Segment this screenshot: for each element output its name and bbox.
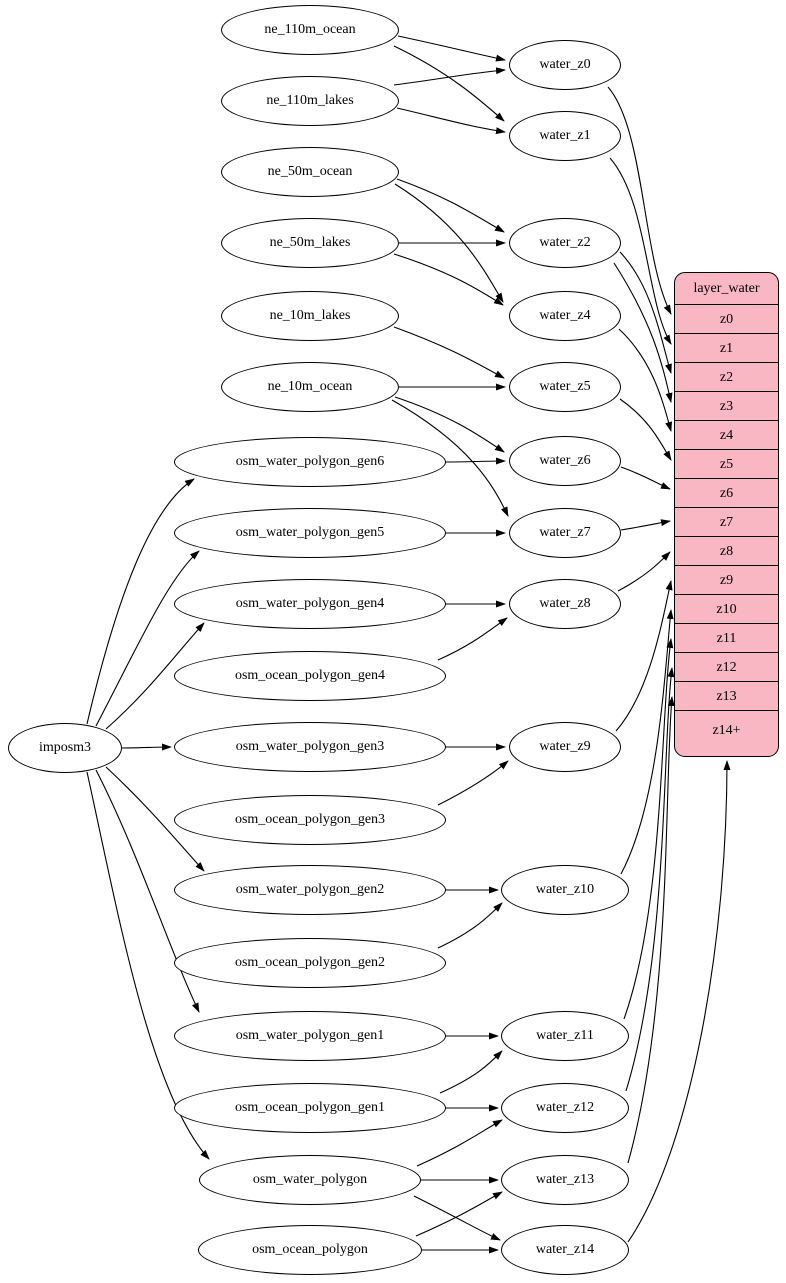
- node-ne-10m-lakes: ne_10m_lakes: [221, 291, 399, 341]
- record-layer-water: layer_water z0 z1 z2 z3 z4 z5 z6 z7 z8 z…: [674, 272, 779, 757]
- node-ne-10m-ocean: ne_10m_ocean: [221, 362, 399, 412]
- edge-ne-110m-ocean-water-z0: [397, 35, 506, 62]
- node-ne-110m-lakes: ne_110m_lakes: [221, 76, 399, 126]
- record-row-z10: z10: [675, 594, 778, 623]
- edge-ne-110m-ocean-water-z1: [393, 45, 505, 122]
- node-osm-ocean-polygon-gen2: osm_ocean_polygon_gen2: [174, 938, 446, 988]
- edge-water-z1-row-z1: [609, 157, 672, 345]
- edge-osm-ocean-polygon-water-z13: [415, 1191, 503, 1237]
- edge-ne-50m-lakes-water-z4: [393, 253, 504, 306]
- record-row-z14plus: z14+: [675, 710, 778, 756]
- edge-imposm3-osm-water-polygon-gen2: [105, 766, 205, 872]
- edge-water-z8-row-z8: [617, 551, 671, 592]
- record-title: layer_water: [693, 281, 760, 296]
- edge-imposm3-osm-water-polygon: [86, 771, 210, 1160]
- record-row-z9: z9: [675, 565, 778, 594]
- node-osm-ocean-polygon: osm_ocean_polygon: [198, 1225, 422, 1275]
- node-water-z13: water_z13: [501, 1155, 629, 1205]
- edge-water-z13-row-z13: [627, 696, 675, 1164]
- edge-ne-110m-lakes-water-z0: [393, 67, 506, 86]
- node-water-z9: water_z9: [509, 722, 621, 772]
- node-osm-ocean-polygon-gen4: osm_ocean_polygon_gen4: [174, 651, 446, 701]
- edge-osm-ocean-polygon-gen1-water-z11: [439, 1050, 503, 1094]
- node-water-z5: water_z5: [509, 362, 621, 412]
- edge-ne-10m-ocean-water-z7: [391, 399, 509, 517]
- record-row-z5: z5: [675, 449, 778, 478]
- edge-water-z14-row-z14plus: [627, 760, 731, 1243]
- edge-imposm3-osm-water-polygon-gen6: [86, 478, 195, 725]
- node-water-z11: water_z11: [501, 1011, 629, 1061]
- edge-osm-ocean-polygon-gen4-water-z8: [437, 617, 508, 661]
- edge-osm-water-polygon-water-z14: [413, 1195, 501, 1241]
- edge-water-z5-row-z5: [619, 398, 672, 461]
- record-row-z13: z13: [675, 681, 778, 710]
- edge-ne-50m-ocean-water-z4: [394, 183, 504, 303]
- edge-water-z7-row-z7: [620, 519, 671, 531]
- record-row-z6: z6: [675, 478, 778, 507]
- node-water-z8: water_z8: [509, 579, 621, 629]
- node-ne-50m-lakes: ne_50m_lakes: [221, 218, 399, 268]
- record-row-z8: z8: [675, 536, 778, 565]
- node-water-z14: water_z14: [501, 1225, 629, 1275]
- node-osm-water-polygon: osm_water_polygon: [199, 1155, 421, 1205]
- edge-imposm3-osm-water-polygon-gen1: [95, 769, 200, 1013]
- record-row-z3: z3: [675, 391, 778, 420]
- node-water-z12: water_z12: [501, 1083, 629, 1133]
- edge-ne-110m-lakes-water-z1: [396, 107, 506, 135]
- node-water-z2: water_z2: [509, 218, 621, 268]
- edge-water-z12-row-z12: [625, 667, 675, 1092]
- node-water-z4: water_z4: [509, 291, 621, 341]
- edge-osm-ocean-polygon-gen2-water-z10: [437, 902, 503, 949]
- record-row-z12: z12: [675, 652, 778, 681]
- edge-water-z4-row-z4: [618, 328, 673, 432]
- record-row-z0: z0: [675, 304, 778, 333]
- edge-water-z11-row-z11: [623, 638, 674, 1020]
- node-imposm3: imposm3: [8, 723, 122, 773]
- node-water-z7: water_z7: [509, 508, 621, 558]
- edge-osm-ocean-polygon-gen3-water-z9: [437, 760, 509, 806]
- node-osm-ocean-polygon-gen3: osm_ocean_polygon_gen3: [174, 795, 446, 845]
- node-ne-110m-ocean: ne_110m_ocean: [221, 5, 399, 55]
- edge-imposm3-osm-water-polygon-gen4: [105, 622, 205, 730]
- record-row-z2: z2: [675, 362, 778, 391]
- node-osm-ocean-polygon-gen1: osm_ocean_polygon_gen1: [174, 1083, 446, 1133]
- record-row-z11: z11: [675, 623, 778, 652]
- record-row-z1: z1: [675, 333, 778, 362]
- record-row-z7: z7: [675, 507, 778, 536]
- edge-ne-50m-ocean-water-z2: [396, 178, 505, 233]
- edge-imposm3-osm-water-polygon-gen3: [121, 743, 172, 751]
- edge-water-z0-row-z0: [607, 86, 672, 315]
- node-osm-water-polygon-gen3: osm_water_polygon_gen3: [174, 722, 446, 772]
- node-water-z1: water_z1: [509, 111, 621, 161]
- edge-water-z2-row-z3: [613, 262, 673, 403]
- edge-osm-water-polygon-water-z12: [416, 1119, 503, 1167]
- node-osm-water-polygon-gen4: osm_water_polygon_gen4: [174, 579, 446, 629]
- edge-water-z9-row-z9: [615, 580, 673, 732]
- edge-imposm3-osm-water-polygon-gen5: [95, 550, 200, 727]
- node-water-z10: water_z10: [501, 865, 629, 915]
- record-row-z4: z4: [675, 420, 778, 449]
- node-osm-water-polygon-gen2: osm_water_polygon_gen2: [174, 865, 446, 915]
- node-ne-50m-ocean: ne_50m_ocean: [221, 147, 399, 197]
- edge-water-z2-row-z2: [619, 251, 672, 374]
- node-water-z0: water_z0: [509, 40, 621, 90]
- edge-osm-water-polygon-gen6-water-z6: [445, 457, 506, 465]
- node-osm-water-polygon-gen5: osm_water_polygon_gen5: [174, 508, 446, 558]
- node-osm-water-polygon-gen6: osm_water_polygon_gen6: [174, 437, 446, 487]
- edge-water-z6-row-z6: [620, 466, 671, 490]
- node-osm-water-polygon-gen1: osm_water_polygon_gen1: [174, 1011, 446, 1061]
- node-water-z6: water_z6: [509, 436, 621, 486]
- edge-ne-10m-lakes-water-z5: [393, 326, 505, 379]
- edge-ne-10m-ocean-water-z6: [394, 396, 505, 453]
